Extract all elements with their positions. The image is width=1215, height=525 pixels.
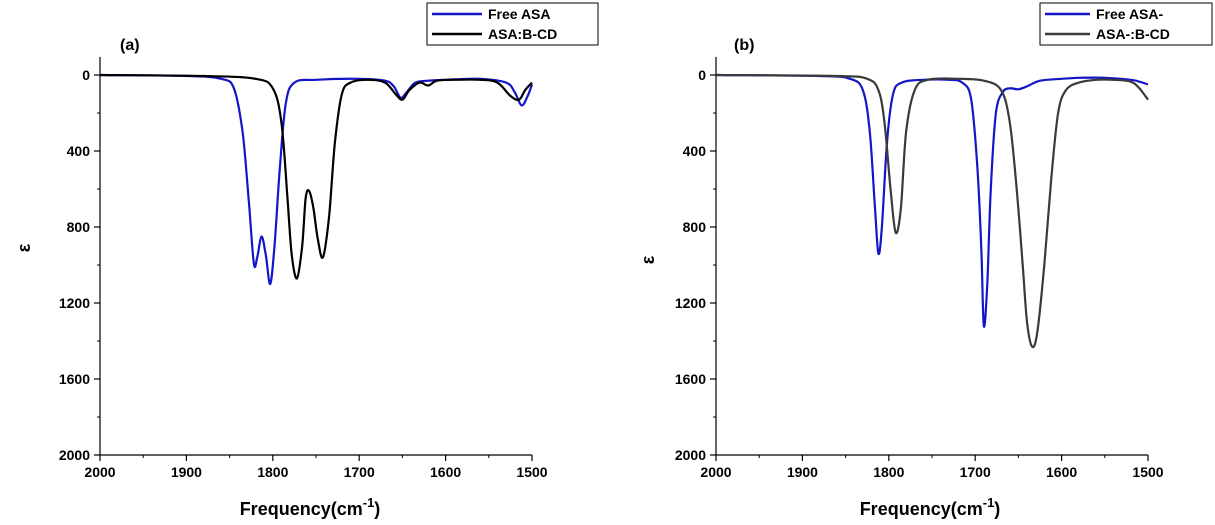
panel-b-y-tick-label: 400 bbox=[683, 143, 707, 159]
panel-a-y-tick-label: 0 bbox=[82, 67, 90, 83]
panel-a-x-tick-label: 1900 bbox=[171, 464, 202, 480]
panel-b-legend-label-1: Free ASA- bbox=[1096, 6, 1164, 22]
panel-a-x-tick-label: 1700 bbox=[344, 464, 375, 480]
panel-a-legend: Free ASA ASA:B-CD bbox=[427, 3, 598, 45]
panel-a: (a) ε Frequency(cm-1) 2000 1900 1800 1700 16… bbox=[14, 3, 598, 519]
panel-b-y-tick-label: 800 bbox=[683, 219, 707, 235]
panel-b-x-tick-label: 1900 bbox=[787, 464, 818, 480]
panel-b-legend-label-2: ASA-:B-CD bbox=[1096, 26, 1170, 42]
panel-a-y-tick-label: 1200 bbox=[59, 295, 90, 311]
panel-a-x-tick-label: 2000 bbox=[84, 464, 115, 480]
panel-b-x-tick-label: 1500 bbox=[1132, 464, 1163, 480]
panel-a-y-axis-title: ε bbox=[14, 243, 34, 252]
panel-b-x-tick-label: 1600 bbox=[1046, 464, 1077, 480]
panel-a-x-tick-label: 1500 bbox=[516, 464, 547, 480]
panel-a-series-line-1 bbox=[100, 75, 532, 284]
panel-b-y-tick-label: 2000 bbox=[675, 447, 706, 463]
panel-a-y-tick-label: 2000 bbox=[59, 447, 90, 463]
panel-b: (b) ε Frequency(cm-1) 2000 1900 1800 1700 16… bbox=[638, 3, 1212, 519]
panel-b-legend: Free ASA- ASA-:B-CD bbox=[1040, 3, 1212, 45]
panel-a-y-tick-label: 1600 bbox=[59, 371, 90, 387]
panel-b-series-line-2 bbox=[716, 75, 1148, 347]
panel-b-y-tick-label: 1600 bbox=[675, 371, 706, 387]
panel-b-label: (b) bbox=[734, 37, 754, 54]
panel-b-y-tick-label: 1200 bbox=[675, 295, 706, 311]
panel-b-x-axis-title: Frequency(cm-1) bbox=[860, 495, 1001, 519]
panel-a-legend-label-2: ASA:B-CD bbox=[488, 26, 557, 42]
panel-a-series-line-2 bbox=[100, 75, 532, 278]
panel-a-y-tick-label: 400 bbox=[67, 143, 91, 159]
panel-b-x-tick-label: 1800 bbox=[873, 464, 904, 480]
panel-a-x-tick-label: 1800 bbox=[257, 464, 288, 480]
panel-b-series-line-1 bbox=[716, 75, 1148, 327]
panel-a-legend-label-1: Free ASA bbox=[488, 6, 551, 22]
panel-a-x-tick-label: 1600 bbox=[430, 464, 461, 480]
panel-a-label: (a) bbox=[120, 37, 140, 54]
panel-b-x-tick-label: 2000 bbox=[700, 464, 731, 480]
panel-b-y-axis-title: ε bbox=[638, 255, 658, 264]
panel-b-x-tick-label: 1700 bbox=[960, 464, 991, 480]
panel-b-y-tick-label: 0 bbox=[698, 67, 706, 83]
panel-a-y-tick-label: 800 bbox=[67, 219, 91, 235]
panel-a-x-axis-title: Frequency(cm-1) bbox=[240, 495, 381, 519]
